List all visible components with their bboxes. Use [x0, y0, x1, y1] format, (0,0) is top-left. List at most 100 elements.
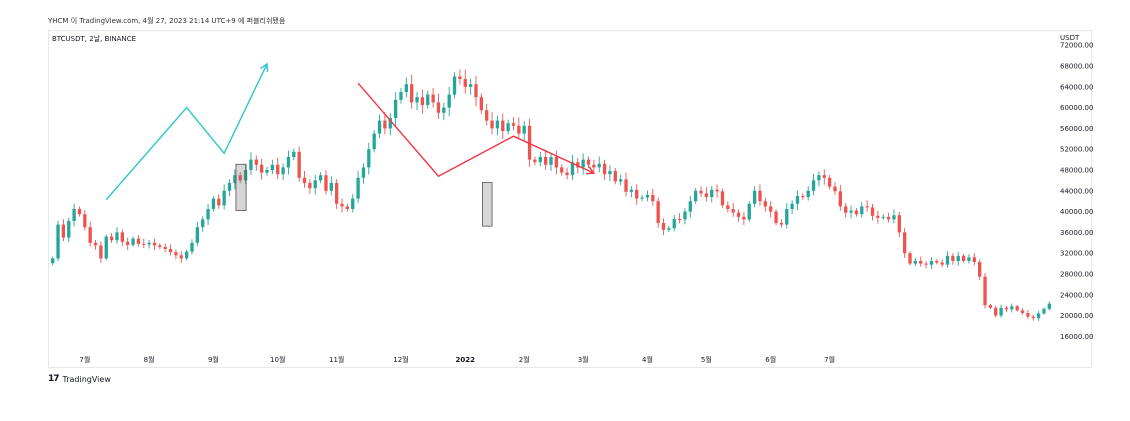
candle-body — [356, 177, 360, 199]
candle-body — [131, 238, 135, 245]
candle — [367, 142, 371, 175]
candle — [726, 201, 730, 213]
candle — [844, 202, 848, 218]
candle — [742, 211, 746, 226]
candle-body — [345, 206, 350, 209]
candle — [1036, 310, 1041, 322]
candle — [335, 179, 339, 209]
candle-body — [618, 179, 623, 182]
candle — [184, 249, 189, 261]
candle — [779, 219, 784, 228]
candle — [731, 203, 735, 217]
candle — [259, 158, 264, 180]
price-tick-label: 24000.00 — [1060, 291, 1093, 299]
candle — [415, 92, 419, 111]
candle — [318, 172, 323, 184]
symbol-legend: BTCUSDT, 2날, BINANCE — [52, 35, 137, 43]
candle-body — [168, 249, 173, 253]
candle — [479, 93, 484, 114]
candle — [645, 190, 650, 202]
candle — [190, 239, 194, 255]
candle — [801, 193, 805, 200]
price-axis: 72000.00 68000.00 64000.00 60000.00 56000.00… — [1060, 42, 1093, 341]
candle-body — [190, 242, 194, 252]
candle-body — [586, 159, 591, 165]
trend-arrow-head — [585, 166, 596, 175]
candle-body — [1004, 307, 1009, 310]
candle-body — [361, 167, 366, 178]
candle-body — [1015, 306, 1019, 311]
candle — [860, 202, 864, 218]
candle-body — [109, 236, 114, 241]
candle — [694, 188, 698, 204]
price-tick-label: 68000.00 — [1060, 63, 1093, 71]
candle-body — [1026, 313, 1030, 317]
candle — [999, 304, 1003, 318]
candle-body — [688, 201, 692, 212]
tradingview-logo-text: TradingView — [62, 374, 111, 384]
candle — [710, 186, 714, 203]
candle — [356, 171, 360, 204]
candle — [1004, 306, 1009, 313]
price-tick-label: 36000.00 — [1060, 229, 1093, 237]
candle-body — [902, 232, 907, 254]
candle-body — [870, 207, 875, 216]
candle — [511, 117, 516, 131]
candle-body — [452, 76, 457, 95]
candle-body — [51, 258, 55, 264]
candle — [517, 117, 521, 140]
candle — [233, 169, 237, 190]
candle — [817, 171, 821, 187]
candle-body — [195, 227, 200, 243]
candle-body — [383, 120, 387, 129]
time-tick-label: 8월 — [144, 355, 155, 364]
candle-body — [769, 206, 773, 212]
price-tick-label: 72000.00 — [1060, 42, 1093, 50]
candle — [967, 254, 971, 264]
candle — [635, 184, 639, 205]
candle — [688, 195, 692, 218]
candle — [924, 261, 928, 269]
candle-body — [431, 94, 435, 103]
candle — [1047, 301, 1051, 311]
price-tick-label: 48000.00 — [1060, 167, 1093, 175]
candle — [302, 171, 307, 188]
candle — [206, 203, 210, 226]
candle — [238, 172, 242, 184]
candle-body — [174, 252, 178, 256]
candle-body — [790, 203, 794, 209]
candle — [752, 186, 757, 208]
candle-body — [602, 163, 607, 175]
candle — [543, 149, 548, 170]
candle-body — [795, 196, 800, 204]
candle-body — [163, 246, 167, 250]
candle-body — [517, 125, 521, 134]
candle-body — [683, 211, 687, 220]
candle-body — [731, 209, 735, 213]
candle — [908, 251, 912, 266]
candle-body — [308, 183, 312, 189]
candle — [715, 184, 719, 198]
candle — [769, 201, 773, 218]
candle — [399, 88, 403, 104]
candle-body — [324, 175, 328, 191]
candle-body — [442, 107, 446, 113]
price-tick-label: 28000.00 — [1060, 271, 1093, 279]
candle-body — [410, 84, 414, 103]
candle-body — [276, 164, 280, 175]
candle — [249, 152, 253, 175]
candle-body — [463, 79, 467, 87]
candle — [618, 174, 623, 186]
tradingview-logo[interactable]: 17 TradingView — [48, 374, 111, 384]
candle-body — [865, 206, 869, 208]
candle — [560, 164, 564, 176]
candle-body — [511, 123, 516, 126]
currency-label: USDT — [1060, 34, 1080, 42]
chart-frame — [48, 30, 1092, 368]
candle — [458, 69, 462, 85]
candle — [120, 229, 124, 247]
candle — [806, 186, 810, 201]
candle-body — [286, 157, 291, 168]
candle — [661, 218, 666, 236]
